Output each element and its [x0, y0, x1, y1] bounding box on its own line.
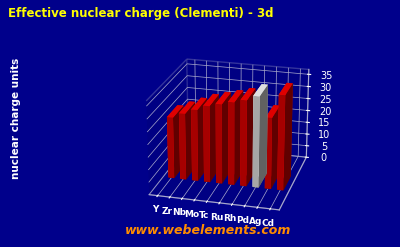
Text: Effective nuclear charge (Clementi) - 3d: Effective nuclear charge (Clementi) - 3d: [8, 7, 274, 21]
Text: www.webelements.com: www.webelements.com: [125, 224, 291, 237]
Text: nuclear charge units: nuclear charge units: [11, 58, 21, 179]
